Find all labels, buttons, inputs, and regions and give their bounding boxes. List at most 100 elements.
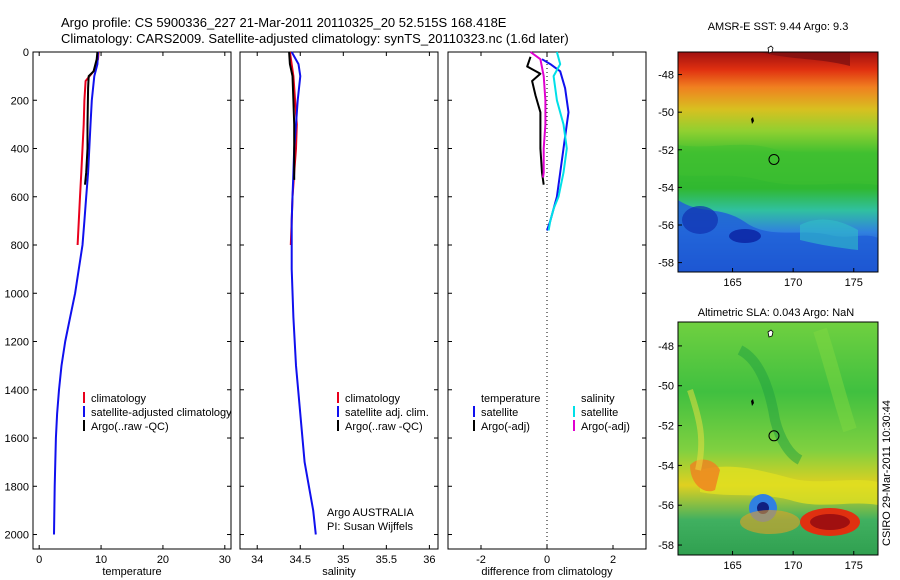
y-tick-label: 1400 bbox=[5, 385, 29, 397]
sla-map-frame bbox=[677, 321, 879, 556]
salinity-panel: 34 34.5 35 35.5 36 salinity climatology sate… bbox=[239, 51, 439, 578]
header-line1: Argo profile: CS 5900336_227 21-Mar-2011… bbox=[61, 15, 507, 30]
legend-temp-satellite-label: satellite bbox=[481, 407, 518, 419]
series-line bbox=[288, 51, 296, 180]
sst-field bbox=[678, 52, 878, 272]
series-line bbox=[547, 51, 568, 231]
y-tick-label: 0 bbox=[23, 47, 29, 59]
sst-map-title: AMSR-E SST: 9.44 Argo: 9.3 bbox=[708, 21, 849, 33]
legend-temperature-title: temperature bbox=[481, 393, 540, 405]
legend-sal-satellite-label: satellite bbox=[581, 407, 618, 419]
sst-map-panel: AMSR-E SST: 9.44 Argo: 9.3 165 170 175 -48… bbox=[658, 21, 879, 289]
x-tick-label: 175 bbox=[845, 277, 863, 289]
legend-temp-argo-label: Argo(-adj) bbox=[481, 421, 530, 433]
y-tick-label: -48 bbox=[658, 70, 674, 82]
sst-x-ticks: 165 170 175 bbox=[723, 268, 863, 289]
y-tick-label: -52 bbox=[658, 145, 674, 157]
x-tick-label: 175 bbox=[845, 560, 863, 572]
sst-y-ticks: -48 -50 -52 -54 -56 -58 bbox=[658, 70, 682, 270]
x-tick-label: 20 bbox=[157, 554, 169, 566]
sst-argo-marker bbox=[768, 153, 780, 165]
temperature-axes-box bbox=[32, 51, 232, 550]
x-tick-label: 170 bbox=[784, 277, 802, 289]
sla-map-panel: Altimetric SLA: 0.043 Argo: NaN 165 170 17… bbox=[658, 307, 879, 572]
legend-salinity-title: salinity bbox=[581, 393, 615, 405]
difference-xlabel: difference from climatology bbox=[481, 566, 613, 578]
difference-y-ticks bbox=[448, 51, 646, 536]
series-line bbox=[84, 51, 99, 185]
sst-island-marker bbox=[751, 117, 754, 124]
legend-satellite-label: satellite adj. clim. bbox=[345, 407, 429, 419]
x-tick-label: 10 bbox=[95, 554, 107, 566]
y-tick-label: 1800 bbox=[5, 481, 29, 493]
salinity-xlabel: salinity bbox=[322, 566, 356, 578]
x-tick-label: -2 bbox=[476, 554, 486, 566]
x-tick-label: 165 bbox=[723, 277, 741, 289]
temperature-legend: climatology satellite-adjusted climatolo… bbox=[83, 392, 232, 433]
legend-satellite-label: satellite-adjusted climatology bbox=[91, 407, 232, 419]
y-tick-label: 1200 bbox=[5, 337, 29, 349]
salinity-axes-box bbox=[239, 51, 439, 550]
difference-legend: temperature satellite Argo(-adj) salinit… bbox=[473, 393, 630, 433]
series-line bbox=[529, 51, 547, 178]
side-timestamp-label: CSIRO 29-Mar-2011 10:30:44 bbox=[881, 400, 893, 546]
x-tick-label: 0 bbox=[544, 554, 550, 566]
y-tick-label: -54 bbox=[658, 182, 674, 194]
y-tick-label: -56 bbox=[658, 220, 674, 232]
sla-island-marker bbox=[751, 399, 754, 406]
x-tick-label: 34.5 bbox=[290, 554, 311, 566]
y-tick-label: -58 bbox=[658, 540, 674, 552]
y-tick-label: -56 bbox=[658, 500, 674, 512]
temperature-y-ticks: 0 200 400 600 800 1000 1200 1400 1600 1800 2000 bbox=[5, 47, 231, 542]
x-tick-label: 2 bbox=[610, 554, 616, 566]
x-tick-label: 165 bbox=[723, 560, 741, 572]
annotation-argo-australia: Argo AUSTRALIA bbox=[327, 507, 414, 519]
header-line2: Climatology: CARS2009. Satellite-adjuste… bbox=[61, 31, 569, 46]
series-line bbox=[53, 51, 99, 535]
y-tick-label: -50 bbox=[658, 381, 674, 393]
y-tick-label: -48 bbox=[658, 341, 674, 353]
x-tick-label: 30 bbox=[219, 554, 231, 566]
legend-climatology-label: climatology bbox=[91, 393, 147, 405]
sla-x-ticks: 165 170 175 bbox=[723, 551, 863, 572]
sst-map-frame bbox=[677, 51, 879, 273]
y-tick-label: 600 bbox=[11, 192, 29, 204]
series-line bbox=[290, 51, 317, 535]
salinity-x-ticks: 34 34.5 35 35.5 36 bbox=[251, 52, 436, 566]
x-tick-label: 35.5 bbox=[376, 554, 397, 566]
sla-y-ticks: -48 -50 -52 -54 -56 -58 bbox=[658, 341, 682, 552]
y-tick-label: 1000 bbox=[5, 288, 29, 300]
legend-argo-label: Argo(..raw -QC) bbox=[345, 421, 423, 433]
y-tick-label: 800 bbox=[11, 240, 29, 252]
x-tick-label: 36 bbox=[423, 554, 435, 566]
temperature-panel: 0 200 400 600 800 1000 1200 1400 1600 1800 2000 0 1… bbox=[5, 47, 233, 578]
salinity-legend: climatology satellite adj. clim. Argo(..… bbox=[337, 392, 429, 433]
y-tick-label: -52 bbox=[658, 421, 674, 433]
sla-island-marker bbox=[767, 329, 774, 338]
salinity-series bbox=[288, 51, 317, 535]
temperature-xlabel: temperature bbox=[102, 566, 161, 578]
y-tick-label: 200 bbox=[11, 95, 29, 107]
salinity-y-ticks bbox=[240, 51, 438, 536]
x-tick-label: 0 bbox=[36, 554, 42, 566]
temperature-x-ticks: 0 10 20 30 bbox=[36, 52, 231, 566]
sla-map-title: Altimetric SLA: 0.043 Argo: NaN bbox=[698, 307, 855, 319]
difference-series bbox=[526, 51, 570, 231]
y-tick-label: -54 bbox=[658, 460, 674, 472]
x-tick-label: 170 bbox=[784, 560, 802, 572]
y-tick-label: 1600 bbox=[5, 433, 29, 445]
legend-climatology-label: climatology bbox=[345, 393, 401, 405]
sst-island-marker bbox=[767, 45, 774, 54]
annotation-pi: PI: Susan Wijffels bbox=[327, 521, 413, 533]
temperature-series bbox=[53, 51, 100, 535]
sla-argo-marker bbox=[768, 430, 780, 442]
legend-sal-argo-label: Argo(-adj) bbox=[581, 421, 630, 433]
y-tick-label: -58 bbox=[658, 258, 674, 270]
difference-panel: -2 0 2 difference from climatology tempera… bbox=[447, 51, 647, 578]
x-tick-label: 34 bbox=[251, 554, 263, 566]
x-tick-label: 35 bbox=[337, 554, 349, 566]
y-tick-label: -50 bbox=[658, 107, 674, 119]
y-tick-label: 400 bbox=[11, 144, 29, 156]
y-tick-label: 2000 bbox=[5, 530, 29, 542]
